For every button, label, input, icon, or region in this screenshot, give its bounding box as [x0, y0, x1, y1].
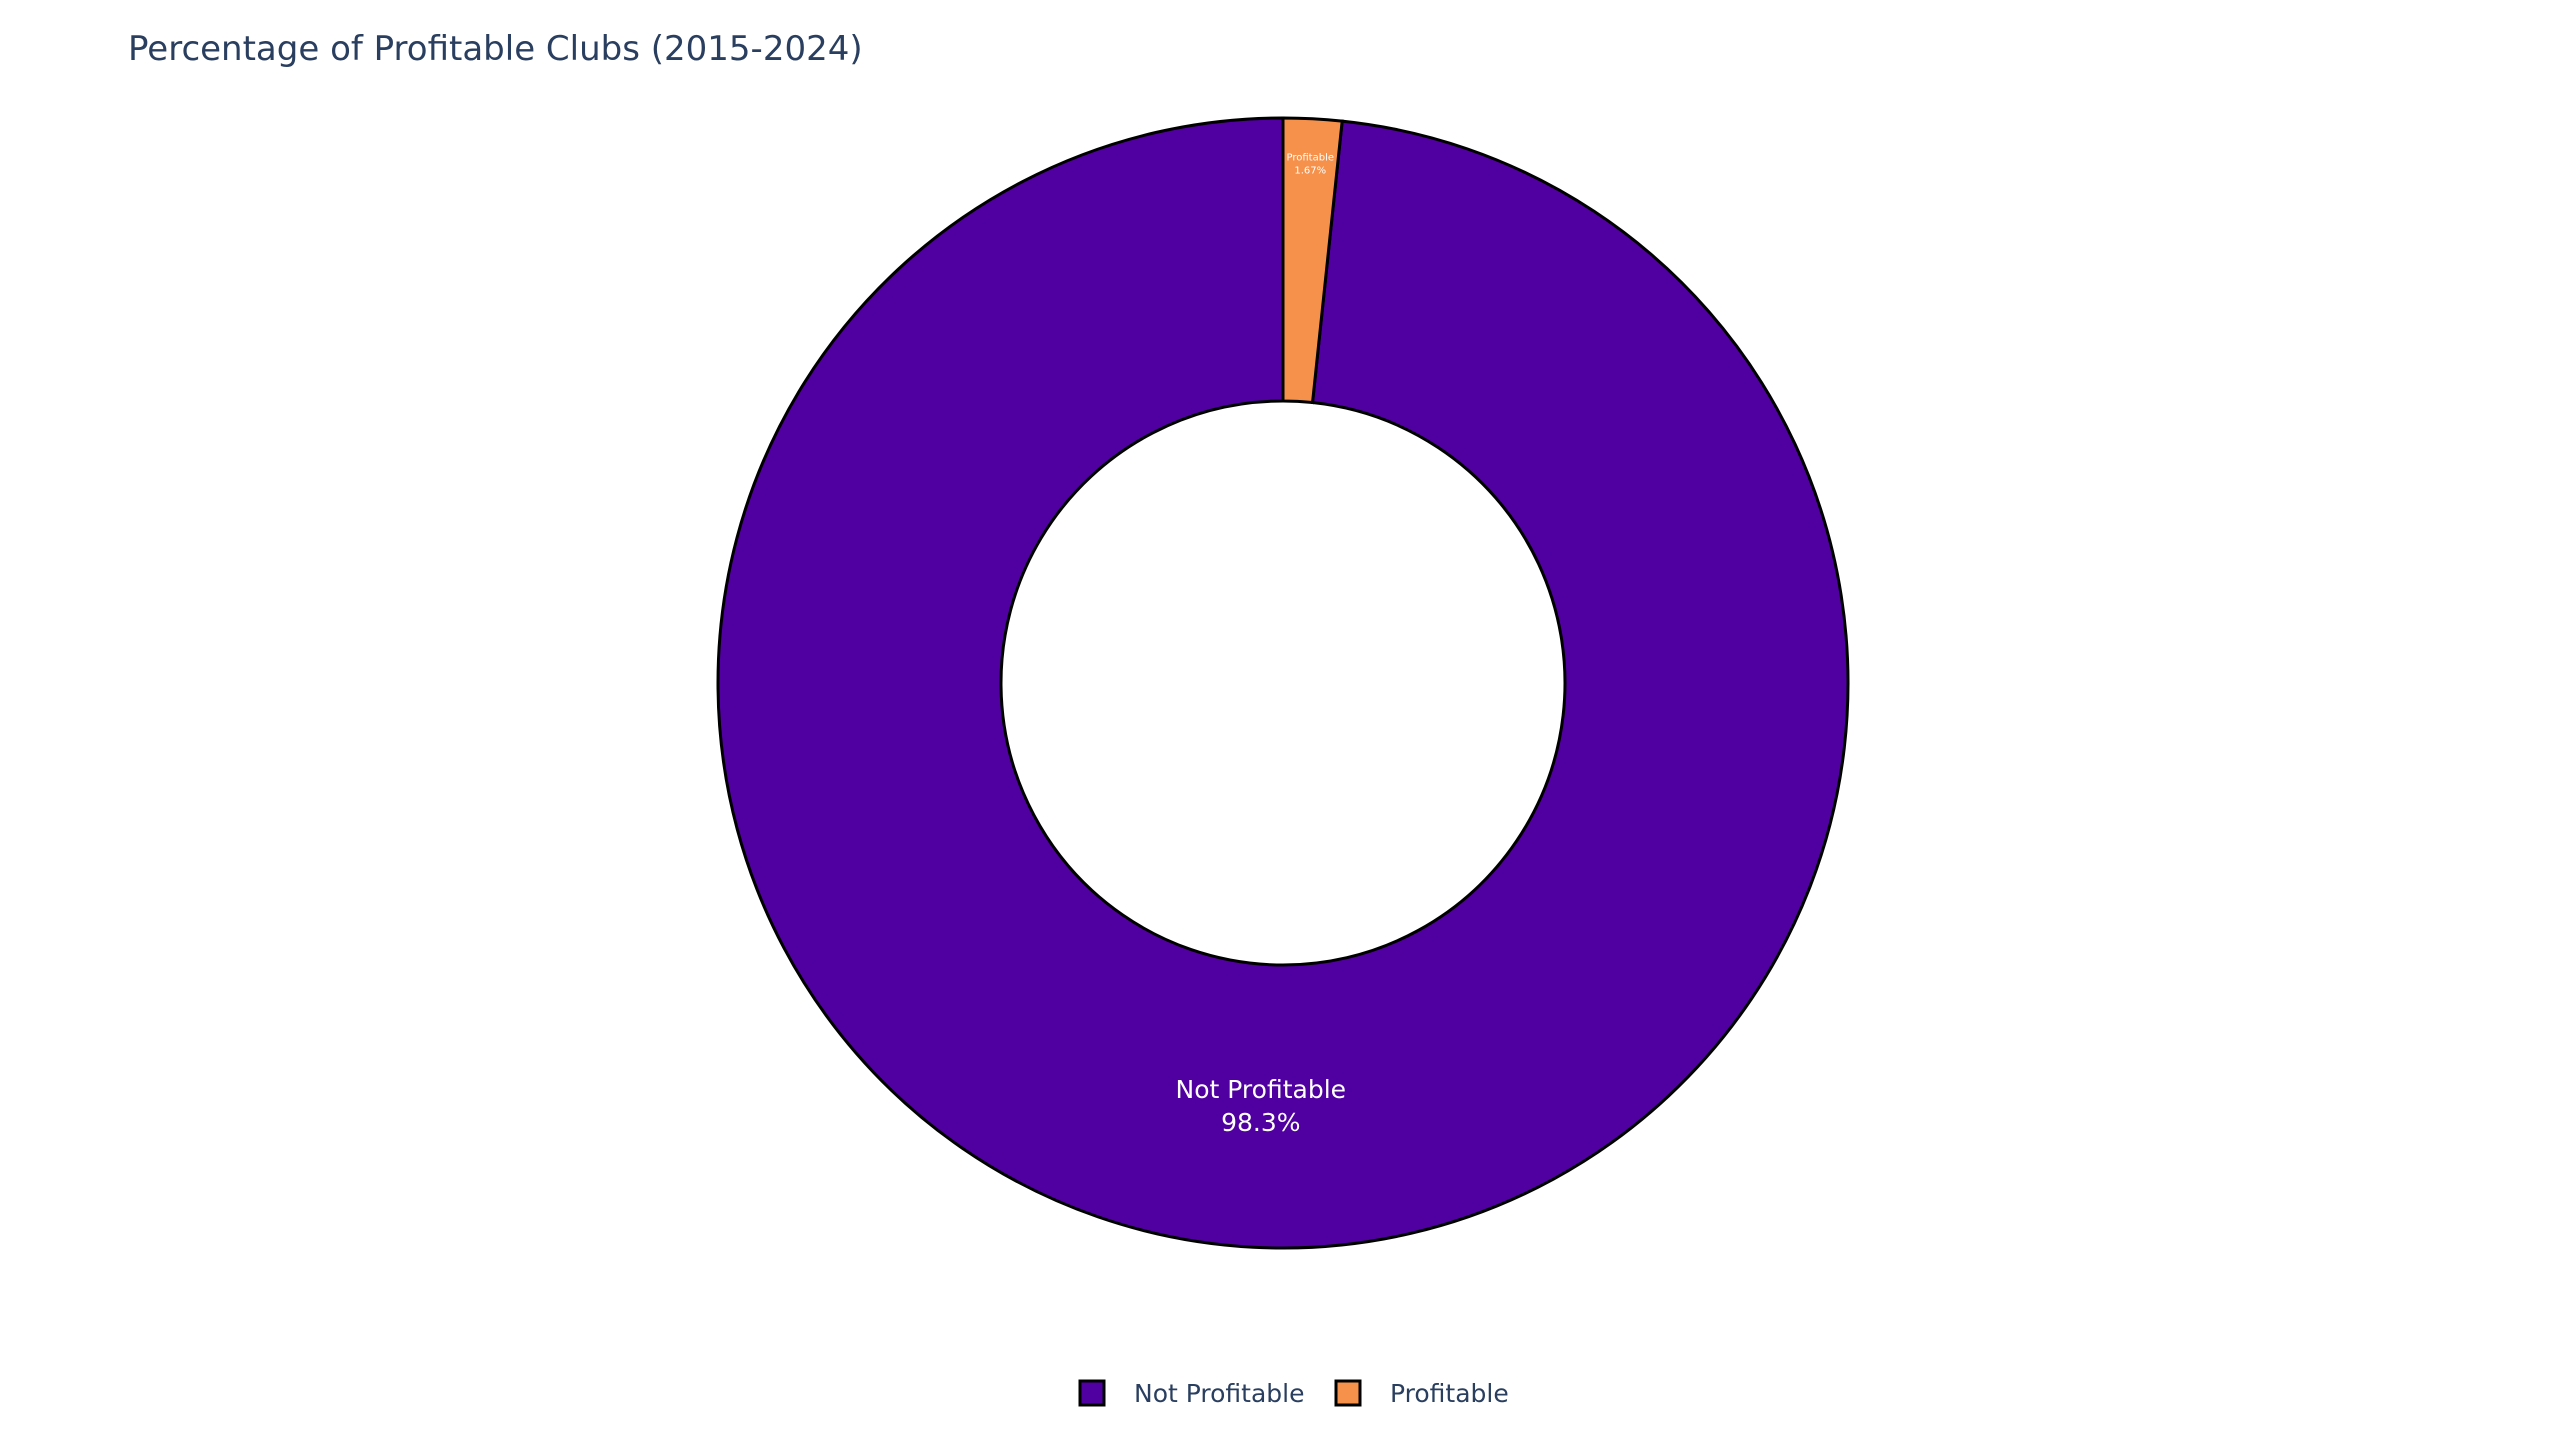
- slice-percent-profitable: 1.67%: [1294, 166, 1326, 177]
- legend-label-profitable: Profitable: [1390, 1379, 1509, 1408]
- legend-label-not-profitable: Not Profitable: [1134, 1379, 1304, 1408]
- slice-labels: Not Profitable 98.3% Profitable 1.67%: [1176, 153, 1346, 1137]
- slice-percent-not-profitable: 98.3%: [1221, 1108, 1300, 1137]
- slice-label-not-profitable: Not Profitable: [1176, 1075, 1346, 1104]
- legend-swatch-profitable: [1334, 1379, 1362, 1407]
- legend: Not Profitable Profitable: [1078, 1379, 1509, 1408]
- legend-swatch-not-profitable: [1078, 1379, 1106, 1407]
- donut-slices: [716, 116, 1850, 1250]
- legend-item-profitable[interactable]: Profitable: [1334, 1379, 1509, 1408]
- chart-title: Percentage of Profitable Clubs (2015-202…: [128, 29, 863, 69]
- slice-not-profitable: [716, 116, 1850, 1250]
- legend-item-not-profitable[interactable]: Not Profitable: [1078, 1379, 1304, 1408]
- slice-label-profitable: Profitable: [1287, 153, 1335, 164]
- slice-profitable: [1281, 116, 1344, 405]
